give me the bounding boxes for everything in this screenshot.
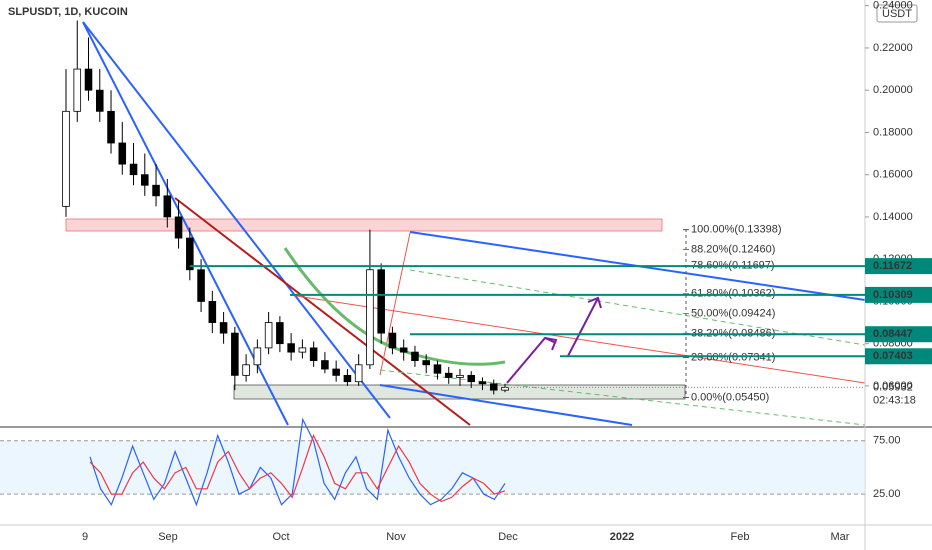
currency-box[interactable] (876, 4, 918, 23)
fib-label: 61.80%(0.10362) (691, 288, 775, 300)
arrow-head (544, 337, 558, 351)
currency[interactable]: USDT (882, 8, 912, 20)
candle-body (141, 174, 149, 186)
candle-body (152, 184, 160, 197)
channel-edge (379, 232, 411, 376)
x-tick-label: Nov (386, 531, 406, 543)
candle-body (444, 372, 453, 378)
candle-body (174, 216, 183, 239)
oscillator-line (89, 433, 506, 503)
price-tag (865, 348, 932, 365)
chart-title: SLPUSDT, 1D, KUCOIN (8, 6, 128, 18)
candle-body (62, 110, 70, 207)
candle-body (298, 347, 307, 353)
y-tick-label: 0.18000 (873, 126, 913, 138)
oscillator-line (89, 417, 506, 507)
x-tick-label: Mar (831, 531, 850, 543)
candle-body (456, 374, 464, 378)
candle-body (73, 68, 82, 112)
candle-body (208, 301, 217, 323)
last-price: 0.05932 (873, 381, 913, 393)
candle-body (366, 269, 374, 366)
candle-body (321, 360, 329, 370)
y-tick-label: 0.06000 (873, 380, 913, 392)
candle-body (107, 110, 115, 144)
candle-body (242, 364, 250, 376)
y-tick-label: 0.22000 (873, 42, 913, 54)
candle-body (253, 347, 262, 366)
price-tag-label: 0.11672 (873, 260, 912, 272)
candle-body (309, 347, 318, 361)
candle-body (332, 368, 340, 376)
trend-line (82, 21, 391, 419)
x-tick-label: Feb (731, 531, 750, 543)
candle-body (118, 142, 127, 165)
y-tick-label: 0.16000 (873, 169, 913, 181)
price-tag-label: 0.08447 (873, 328, 913, 340)
candle-body (276, 322, 284, 345)
candle-body (411, 351, 419, 361)
candle-body (186, 237, 194, 271)
price-tag-label: 0.07403 (873, 350, 913, 362)
x-tick-label: Sep (158, 531, 178, 543)
countdown: 02:43:18 (873, 394, 916, 406)
x-tick-label: 2022 (610, 531, 634, 543)
candle-body (343, 374, 352, 383)
candle-body (422, 360, 430, 366)
candle-body (433, 364, 442, 374)
candle-body (489, 383, 498, 391)
fib-label: 88.20%(0.12460) (691, 243, 775, 255)
x-tick-label: Oct (272, 531, 289, 543)
candle-body (197, 269, 205, 302)
channel-line (379, 384, 633, 426)
resistance-zone (65, 218, 663, 232)
price-tag (865, 286, 932, 303)
candle-body (478, 381, 487, 385)
fib-label: 100.00%(0.13398) (691, 224, 782, 236)
candle-body (95, 89, 104, 112)
price-tag-label: 0.10309 (873, 289, 913, 301)
price-tag (865, 326, 932, 343)
candle-body (377, 269, 385, 334)
candle-body (163, 195, 172, 218)
projection-arrow (567, 297, 599, 357)
candle-body (219, 322, 228, 334)
candle-body (467, 374, 476, 383)
oscillator-tick-label: 75.00 (873, 435, 901, 447)
x-tick-label: 9 (82, 531, 88, 543)
dashed-line (409, 269, 866, 346)
price-tag (865, 258, 932, 275)
fib-label: 23.60%(0.07341) (691, 352, 775, 364)
candle-body (84, 68, 93, 91)
y-tick-label: 0.14000 (873, 211, 913, 223)
candle-body (129, 163, 138, 176)
fib-label: 0.00%(0.05450) (691, 391, 769, 403)
x-tick-label: Dec (498, 531, 518, 543)
candle-body (264, 322, 273, 349)
candle-body (287, 343, 295, 353)
candle-body (388, 332, 397, 349)
oscillator-band (0, 440, 865, 495)
y-tick-label: 0.20000 (873, 84, 913, 96)
fib-label: 50.00%(0.09424) (691, 308, 775, 320)
y-tick-label: 0.24000 (873, 0, 913, 12)
oscillator-tick-label: 25.00 (873, 488, 901, 500)
dashed-line (379, 369, 866, 426)
candle-body (399, 347, 408, 353)
candle-body (354, 364, 363, 383)
candle-body (231, 332, 239, 376)
moving-average (283, 247, 506, 366)
trend-line (174, 197, 471, 426)
arrow-head (587, 296, 602, 309)
